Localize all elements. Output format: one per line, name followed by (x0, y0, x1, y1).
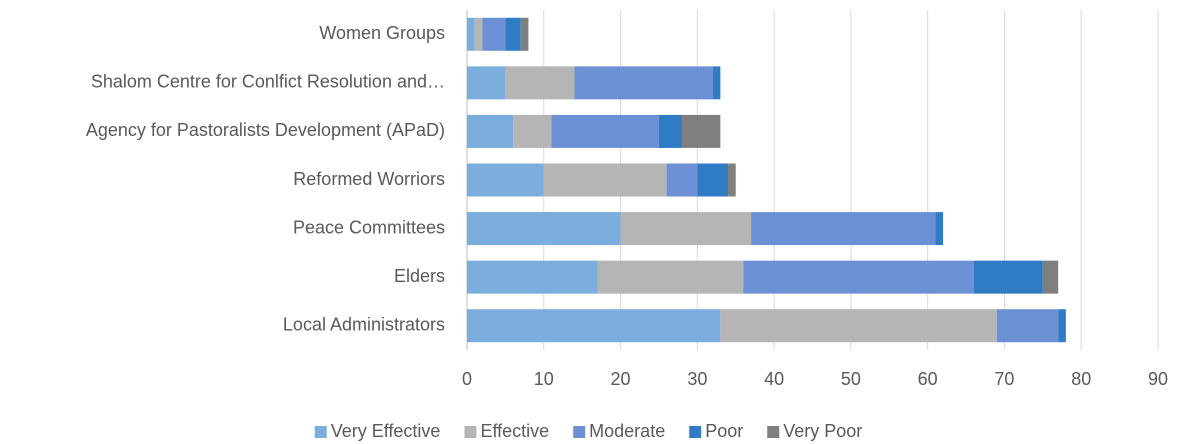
legend-swatch (689, 426, 702, 438)
bar-segment (513, 114, 552, 148)
x-tick-label: 20 (611, 369, 631, 389)
bar-segment (1058, 309, 1066, 343)
x-tick-label: 60 (918, 369, 938, 389)
bar-segment (1042, 260, 1059, 294)
bar-segment (743, 260, 974, 294)
y-tick-label: Women Groups (319, 23, 445, 43)
bar-segment (996, 309, 1059, 343)
bar-segment (720, 309, 997, 343)
bar-segment (467, 260, 598, 294)
bar-segment (597, 260, 744, 294)
bar-segment (467, 309, 721, 343)
x-tick-label: 40 (764, 369, 784, 389)
bar-segment (505, 66, 575, 100)
bar-segment (728, 163, 736, 197)
y-tick-label: Reformed Worriors (293, 169, 445, 189)
bar-segment (751, 212, 936, 246)
legend-label: Poor (705, 421, 743, 441)
y-tick-label: Agency for Pastoralists Development (APa… (86, 120, 445, 140)
bar-segment (551, 114, 659, 148)
bar-segment (543, 163, 667, 197)
x-tick-label: 10 (534, 369, 554, 389)
x-tick-label: 80 (1071, 369, 1091, 389)
x-tick-label: 90 (1148, 369, 1168, 389)
bar-segment (467, 163, 544, 197)
legend-label: Moderate (589, 421, 665, 441)
bar-segment (482, 17, 506, 51)
y-tick-label: Shalom Centre for Conlfict Resolution an… (91, 72, 445, 92)
bar-segment (620, 212, 752, 246)
bar-segment (505, 17, 521, 51)
bar-segment (973, 260, 1043, 294)
y-tick-label: Elders (394, 266, 445, 286)
bar-segment (467, 66, 506, 100)
legend-swatch (573, 426, 586, 438)
bar-segment (467, 17, 475, 51)
bar-segment (697, 163, 729, 197)
bar-segment (574, 66, 713, 100)
legend-label: Very Effective (331, 421, 441, 441)
bar-segment (935, 212, 944, 246)
x-tick-label: 0 (462, 369, 472, 389)
y-tick-label: Local Administrators (283, 314, 445, 334)
bar-segment (467, 114, 514, 148)
bar-segment (712, 66, 721, 100)
y-tick-label: Peace Committees (293, 217, 445, 237)
bar-segment (658, 114, 682, 148)
bar-segment (666, 163, 698, 197)
legend-swatch (767, 426, 780, 438)
x-tick-label: 30 (687, 369, 707, 389)
bar-segment (467, 212, 621, 246)
bar-segment (474, 17, 483, 51)
legend-swatch (314, 426, 327, 438)
legend-label: Very Poor (783, 421, 862, 441)
bar-segment (681, 114, 721, 148)
x-tick-label: 50 (841, 369, 861, 389)
bar-segment (520, 17, 529, 51)
x-tick-label: 70 (994, 369, 1014, 389)
legend-swatch (464, 426, 477, 438)
legend-label: Effective (480, 421, 549, 441)
